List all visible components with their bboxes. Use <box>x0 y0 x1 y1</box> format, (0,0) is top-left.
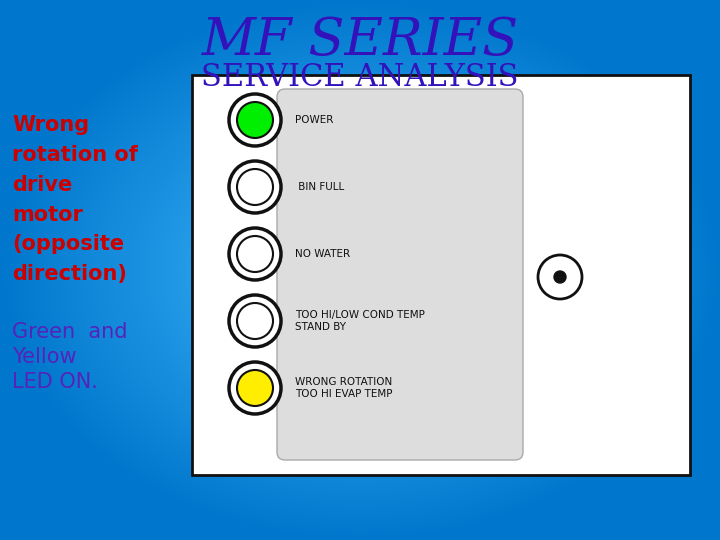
Circle shape <box>229 295 281 347</box>
Text: Wrong: Wrong <box>12 115 89 135</box>
Circle shape <box>229 161 281 213</box>
Text: MF SERIES: MF SERIES <box>202 15 518 65</box>
Circle shape <box>237 236 273 272</box>
Circle shape <box>229 94 281 146</box>
Text: LED ON.: LED ON. <box>12 372 98 392</box>
Circle shape <box>237 370 273 406</box>
Text: POWER: POWER <box>295 115 333 125</box>
Circle shape <box>229 228 281 280</box>
Circle shape <box>237 102 273 138</box>
FancyBboxPatch shape <box>192 75 690 475</box>
Circle shape <box>237 169 273 205</box>
FancyBboxPatch shape <box>277 89 523 460</box>
Text: rotation of: rotation of <box>12 145 138 165</box>
Text: BIN FULL: BIN FULL <box>295 182 344 192</box>
Circle shape <box>237 303 273 339</box>
Circle shape <box>229 362 281 414</box>
Circle shape <box>538 255 582 299</box>
Text: Yellow: Yellow <box>12 347 76 367</box>
Text: SERVICE ANALYSIS: SERVICE ANALYSIS <box>202 63 518 93</box>
Text: NO WATER: NO WATER <box>295 249 350 259</box>
Text: (opposite: (opposite <box>12 234 124 254</box>
Text: motor: motor <box>12 205 83 225</box>
Text: WRONG ROTATION
TOO HI EVAP TEMP: WRONG ROTATION TOO HI EVAP TEMP <box>295 377 392 399</box>
Text: drive: drive <box>12 175 72 195</box>
Circle shape <box>554 271 566 283</box>
Text: TOO HI/LOW COND TEMP
STAND BY: TOO HI/LOW COND TEMP STAND BY <box>295 310 425 332</box>
Text: direction): direction) <box>12 264 127 284</box>
Text: Green  and: Green and <box>12 322 127 342</box>
